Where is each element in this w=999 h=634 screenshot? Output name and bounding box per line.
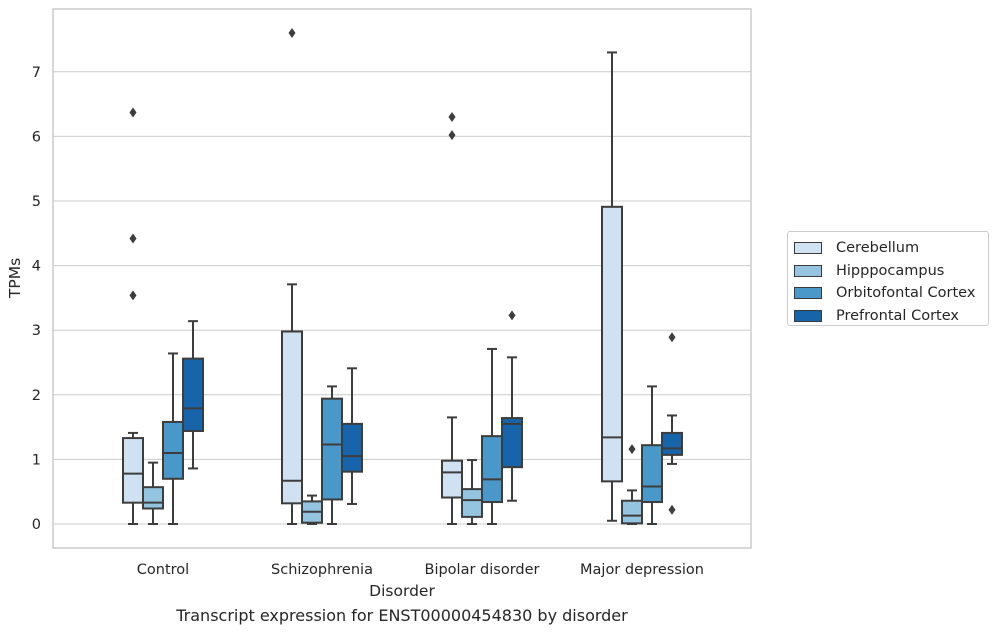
outlier-point — [668, 332, 676, 343]
legend-item-hippocampus: Hipppocampus — [794, 260, 988, 283]
outlier-point — [448, 112, 456, 123]
outlier-point — [288, 28, 296, 39]
legend-label-cerebellum: Cerebellum — [836, 240, 920, 257]
y-tick-label: 5 — [32, 194, 41, 210]
x-tick-label: Major depression — [580, 562, 704, 578]
box — [601, 205, 623, 483]
y-tick-label: 2 — [32, 388, 41, 404]
box — [481, 435, 503, 504]
outlier-point — [668, 504, 676, 515]
x-tick-label: Control — [137, 562, 189, 578]
box — [661, 431, 683, 456]
box — [461, 488, 483, 518]
outlier-point — [129, 290, 137, 301]
y-tick-label: 6 — [32, 129, 41, 145]
legend-swatch-orbitofrontal — [794, 287, 822, 300]
outlier-point — [129, 233, 137, 244]
box — [162, 420, 184, 480]
outlier-point — [628, 444, 636, 455]
legend-label-hippocampus: Hipppocampus — [836, 262, 945, 279]
y-axis-label: TPMs — [6, 258, 24, 299]
box — [321, 397, 343, 501]
box — [621, 499, 643, 525]
box — [182, 357, 204, 432]
box — [281, 330, 303, 505]
legend-item-cerebellum: Cerebellum — [794, 237, 988, 260]
box — [142, 486, 164, 510]
box — [341, 422, 363, 473]
outlier-point — [129, 107, 137, 118]
figure-caption: Transcript expression for ENST0000045483… — [176, 606, 628, 625]
outlier-point — [508, 310, 516, 321]
box — [501, 417, 523, 469]
legend-swatch-hippocampus — [794, 264, 822, 277]
legend-item-prefrontal: Prefrontal Cortex — [794, 305, 988, 328]
legend: Cerebellum Hipppocampus Orbitofontal Cor… — [787, 231, 989, 326]
plot-frame — [52, 8, 752, 549]
legend-label-orbitofrontal: Orbitofontal Cortex — [836, 285, 976, 302]
box — [441, 459, 463, 499]
legend-item-orbitofrontal: Orbitofontal Cortex — [794, 282, 988, 305]
y-tick-label: 0 — [32, 517, 41, 533]
y-tick-label: 4 — [32, 259, 41, 275]
x-axis-label: Disorder — [369, 582, 435, 600]
legend-swatch-cerebellum — [794, 242, 822, 255]
box — [122, 437, 144, 504]
legend-label-prefrontal: Prefrontal Cortex — [836, 308, 959, 325]
y-tick-label: 7 — [32, 65, 41, 81]
outlier-point — [448, 130, 456, 141]
x-tick-label: Bipolar disorder — [425, 562, 540, 578]
y-tick-label: 3 — [32, 323, 41, 339]
x-tick-label: Schizophrenia — [271, 562, 373, 578]
legend-swatch-prefrontal — [794, 310, 822, 323]
y-tick-label: 1 — [32, 452, 41, 468]
box — [641, 444, 663, 504]
